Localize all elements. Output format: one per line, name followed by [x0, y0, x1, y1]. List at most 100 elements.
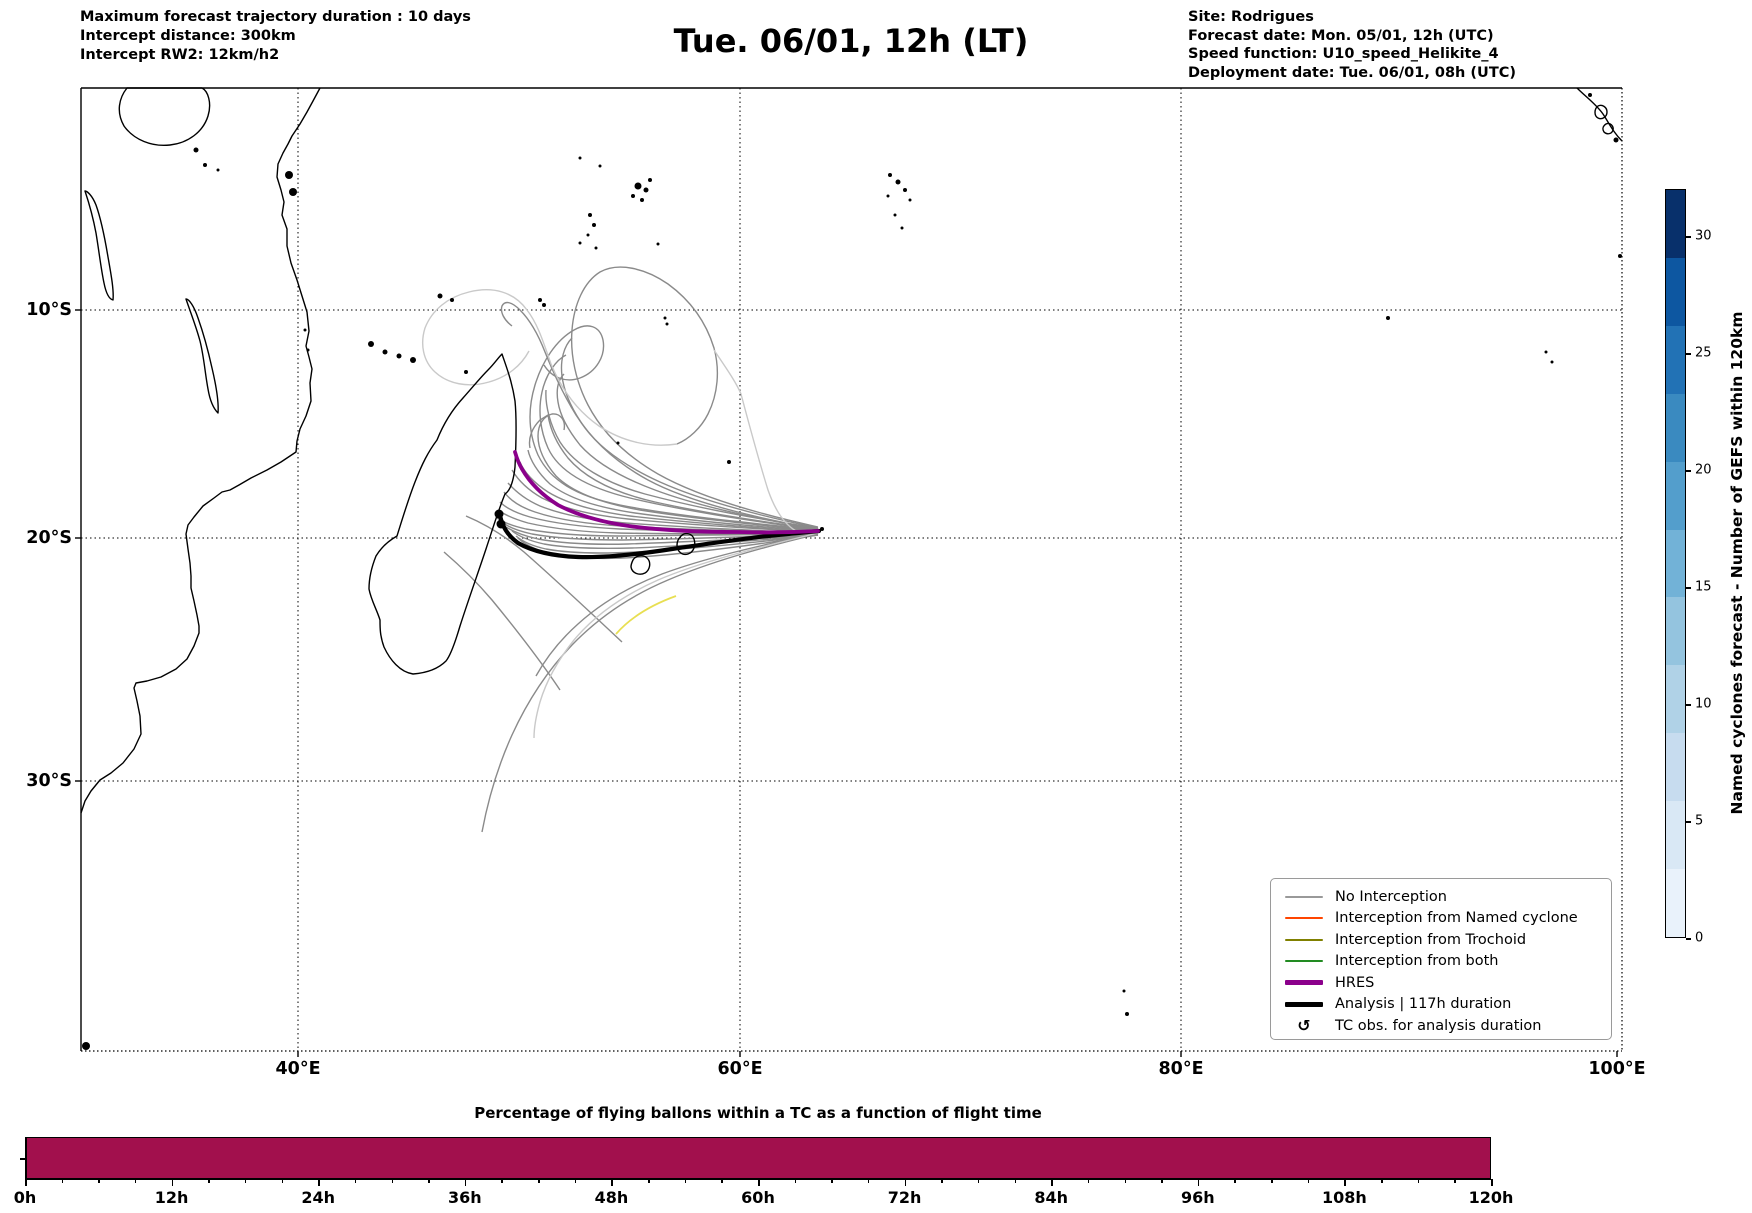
lat-tick-10s: 10°S	[26, 300, 72, 320]
ensemble-track	[496, 517, 819, 537]
hour-tick-label: 24h	[301, 1188, 336, 1207]
hour-minor-tick	[1381, 1179, 1383, 1183]
ensemble-track	[570, 266, 819, 528]
hour-tick-label: 12h	[154, 1188, 189, 1207]
island-dot	[1122, 989, 1126, 993]
ensemble-track	[539, 354, 819, 531]
island-dot	[542, 303, 546, 307]
hour-tick-label: 0h	[13, 1188, 37, 1207]
colorbar-segment	[1666, 393, 1685, 462]
param-intercept-rw2: Intercept RW2: 12km/h2	[80, 47, 280, 63]
colorbar-tick-label: 5	[1695, 813, 1704, 829]
colorbar-segment	[1666, 529, 1685, 598]
bottom-chart-y-spine	[25, 1137, 27, 1179]
hour-minor-tick	[1454, 1179, 1456, 1183]
ensemble-track	[556, 373, 819, 530]
island-dot	[193, 147, 199, 153]
hour-tick-label: 48h	[594, 1188, 629, 1207]
island-dot	[368, 341, 374, 347]
legend-item-label: TC obs. for analysis duration	[1335, 1017, 1542, 1034]
legend-item-label: Analysis | 117h duration	[1335, 996, 1512, 1013]
ensemble-track	[481, 533, 819, 833]
ensemble-track-light	[713, 349, 797, 532]
ensemble-track	[545, 389, 819, 529]
island-dot	[634, 182, 642, 190]
tc-obs-icon: ↺	[1297, 1015, 1311, 1035]
hour-minor-tick	[428, 1179, 430, 1183]
hour-major-tick	[464, 1179, 467, 1186]
gefs-colorbar	[1665, 189, 1686, 938]
colorbar-tick-mark	[1686, 470, 1691, 472]
map-legend: No Interception Interception from Named c…	[1270, 878, 1612, 1040]
hour-major-tick	[904, 1179, 907, 1186]
ensemble-track	[511, 530, 819, 550]
coastline	[118, 87, 211, 147]
legend-item: Analysis | 117h duration	[1285, 994, 1611, 1016]
site-info-block: Site: Rodrigues Forecast date: Mon. 05/0…	[1188, 8, 1516, 82]
island-dot	[382, 349, 388, 355]
island-dot	[903, 188, 907, 192]
ensemble-track	[527, 449, 819, 532]
hour-minor-tick	[648, 1179, 650, 1183]
island-dot	[578, 241, 582, 245]
lon-tick-40e: 40°E	[275, 1059, 321, 1079]
ensemble-track	[465, 515, 623, 643]
island-dot	[1588, 93, 1592, 97]
ensemble-track	[500, 301, 819, 530]
hour-minor-tick	[721, 1179, 723, 1183]
island-dot	[1613, 137, 1619, 143]
hour-minor-tick	[134, 1179, 137, 1183]
ensemble-track-light	[533, 532, 819, 739]
coastline	[630, 555, 651, 575]
coastline	[185, 298, 219, 414]
hour-tick-label: 120h	[1468, 1188, 1514, 1207]
island-dot	[908, 198, 912, 202]
island-dot	[598, 164, 602, 168]
legend-line-swatch	[1285, 917, 1323, 920]
site-name: Site: Rodrigues	[1188, 9, 1314, 25]
legend-line-swatch	[1285, 980, 1323, 986]
colorbar-tick-mark	[1686, 704, 1691, 706]
analysis-track	[497, 511, 822, 560]
colorbar-tick-label: 25	[1695, 345, 1712, 361]
hour-minor-tick	[244, 1179, 247, 1183]
island-dot	[396, 353, 402, 359]
ensemble-track	[519, 461, 819, 533]
hour-minor-tick	[1161, 1179, 1163, 1183]
hour-major-tick	[1051, 1179, 1053, 1186]
colorbar-tick-mark	[1686, 236, 1691, 238]
coastline	[368, 353, 517, 675]
colorbar-segment	[1666, 733, 1685, 802]
island-dot	[616, 441, 620, 445]
tc-obs-marker	[496, 519, 506, 529]
hour-tick-label: 72h	[887, 1188, 922, 1207]
hour-minor-tick	[208, 1179, 210, 1183]
ensemble-track	[528, 413, 819, 530]
hour-minor-tick	[867, 1179, 870, 1183]
island-dot	[216, 168, 220, 172]
hour-minor-tick	[684, 1179, 687, 1183]
hour-minor-tick	[1087, 1179, 1090, 1183]
legend-line-swatch	[1285, 1001, 1323, 1007]
legend-line-swatch	[1285, 960, 1323, 963]
legend-item: ↺ TC obs. for analysis duration	[1285, 1015, 1611, 1037]
ensemble-track	[511, 469, 819, 533]
hour-tick-label: 108h	[1321, 1188, 1367, 1207]
colorbar-tick-label: 0	[1695, 930, 1704, 946]
coastline	[676, 532, 696, 556]
forecast-date: Forecast date: Mon. 05/01, 12h (UTC)	[1188, 27, 1494, 44]
island-dot	[578, 156, 582, 160]
hour-minor-tick	[354, 1179, 357, 1183]
colorbar-segment	[1666, 325, 1685, 394]
island-dot	[203, 163, 207, 167]
hour-major-tick	[611, 1179, 613, 1186]
legend-item: Interception from Trochoid	[1285, 929, 1611, 951]
colorbar-segment	[1666, 869, 1685, 937]
tc-obs-marker	[494, 509, 504, 519]
island-dot	[303, 328, 307, 332]
legend-item: Interception from both	[1285, 951, 1611, 973]
coastline	[80, 87, 321, 814]
colorbar-label: Named cyclones forecast - Number of GEFS…	[1728, 311, 1746, 815]
island-dot	[538, 298, 542, 302]
